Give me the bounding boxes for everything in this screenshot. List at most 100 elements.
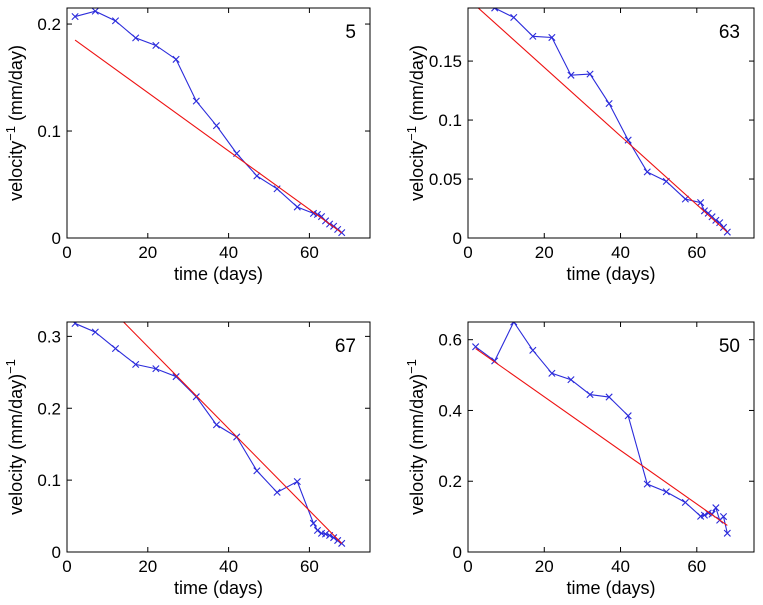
x-marker: [273, 185, 281, 193]
x-axis-label: time (days): [174, 578, 263, 598]
x-marker: [567, 71, 575, 79]
series-group: [71, 8, 346, 237]
y-tick-label: 0.05: [429, 170, 462, 189]
x-axis-label: time (days): [566, 578, 655, 598]
x-marker: [700, 511, 709, 519]
x-marker: [91, 328, 99, 336]
y-tick-label: 0.1: [37, 471, 61, 490]
x-marker: [273, 488, 281, 496]
x-marker: [212, 122, 221, 130]
x-marker: [605, 99, 613, 108]
panel-annotation: 5: [345, 22, 356, 43]
x-marker: [491, 8, 499, 12]
x-marker: [548, 33, 556, 42]
x-tick-label: 40: [219, 243, 238, 262]
y-tick-label: 0: [52, 229, 61, 248]
x-tick-label: 20: [138, 243, 157, 262]
x-marker: [586, 70, 594, 78]
x-marker: [586, 390, 594, 399]
x-marker: [643, 480, 651, 488]
x-marker: [529, 346, 537, 354]
x-tick-label: 40: [611, 557, 630, 576]
x-tick-label: 0: [62, 557, 71, 576]
x-marker: [643, 168, 651, 176]
x-marker: [662, 488, 670, 496]
x-tick-label: 40: [219, 557, 238, 576]
x-marker: [253, 172, 261, 180]
x-tick-label: 0: [463, 557, 472, 576]
x-marker: [321, 530, 330, 538]
y-tick-label: 0.1: [438, 111, 462, 130]
y-tick-label: 0: [453, 229, 462, 248]
x-tick-label: 0: [463, 243, 472, 262]
x-marker: [309, 519, 318, 527]
x-marker: [192, 97, 200, 105]
y-tick-label: 0.2: [37, 399, 61, 418]
x-marker: [712, 504, 720, 512]
x-marker: [111, 17, 120, 25]
x-marker: [313, 526, 322, 535]
axes-box: [66, 7, 371, 239]
x-tick-label: 40: [611, 243, 630, 262]
x-marker: [111, 345, 120, 353]
y-axis-label: velocity (mm/day)−1: [3, 359, 27, 515]
fit-line: [475, 348, 728, 526]
panel-annotation: 67: [335, 336, 356, 357]
x-marker: [172, 373, 180, 381]
x-marker: [192, 393, 200, 401]
x-marker: [719, 513, 728, 521]
y-tick-label: 0: [453, 543, 462, 562]
panel-annotation: 50: [719, 336, 740, 357]
x-marker: [334, 536, 342, 545]
x-axis-label: time (days): [566, 264, 655, 284]
x-marker: [472, 343, 480, 351]
series-group: [472, 322, 731, 537]
y-tick-label: 0: [52, 543, 61, 562]
x-marker: [152, 365, 160, 373]
y-axis-label: velocity−1 (mm/day): [404, 45, 428, 201]
axes-box: [467, 321, 755, 553]
x-marker: [510, 322, 518, 326]
x-marker: [624, 136, 632, 144]
x-marker: [697, 199, 705, 207]
x-marker: [212, 421, 221, 429]
x-marker: [605, 393, 613, 401]
x-tick-label: 60: [300, 243, 319, 262]
series-group: [472, 8, 731, 236]
x-marker: [172, 55, 180, 63]
x-marker: [330, 534, 338, 542]
x-marker: [716, 219, 724, 227]
x-marker: [132, 360, 140, 368]
x-tick-label: 60: [687, 557, 706, 576]
x-marker: [71, 322, 79, 328]
y-axis-label: velocity−1 (mm/day): [3, 45, 27, 201]
fit-line: [477, 8, 728, 233]
fit-line: [74, 39, 343, 234]
y-tick-label: 0.4: [438, 401, 462, 420]
x-axis-label: time (days): [174, 264, 263, 284]
x-marker: [529, 32, 537, 40]
y-tick-label: 0.1: [37, 122, 61, 141]
x-marker: [510, 13, 518, 22]
x-marker: [253, 467, 261, 475]
measured-series-line: [475, 322, 728, 534]
x-marker: [723, 529, 731, 537]
axes-box: [467, 7, 755, 239]
y-tick-label: 0.15: [429, 52, 462, 71]
y-tick-label: 0.2: [438, 472, 462, 491]
x-marker: [152, 41, 160, 50]
x-marker: [71, 12, 79, 21]
x-marker: [567, 376, 575, 384]
y-tick-label: 0.3: [37, 327, 61, 346]
x-tick-label: 0: [62, 243, 71, 262]
x-marker: [719, 223, 728, 231]
x-marker: [712, 216, 720, 224]
x-tick-label: 20: [535, 557, 554, 576]
axes-box: [66, 321, 371, 553]
panel-annotation: 63: [719, 22, 740, 43]
x-tick-label: 20: [535, 243, 554, 262]
fit-line: [123, 322, 343, 544]
